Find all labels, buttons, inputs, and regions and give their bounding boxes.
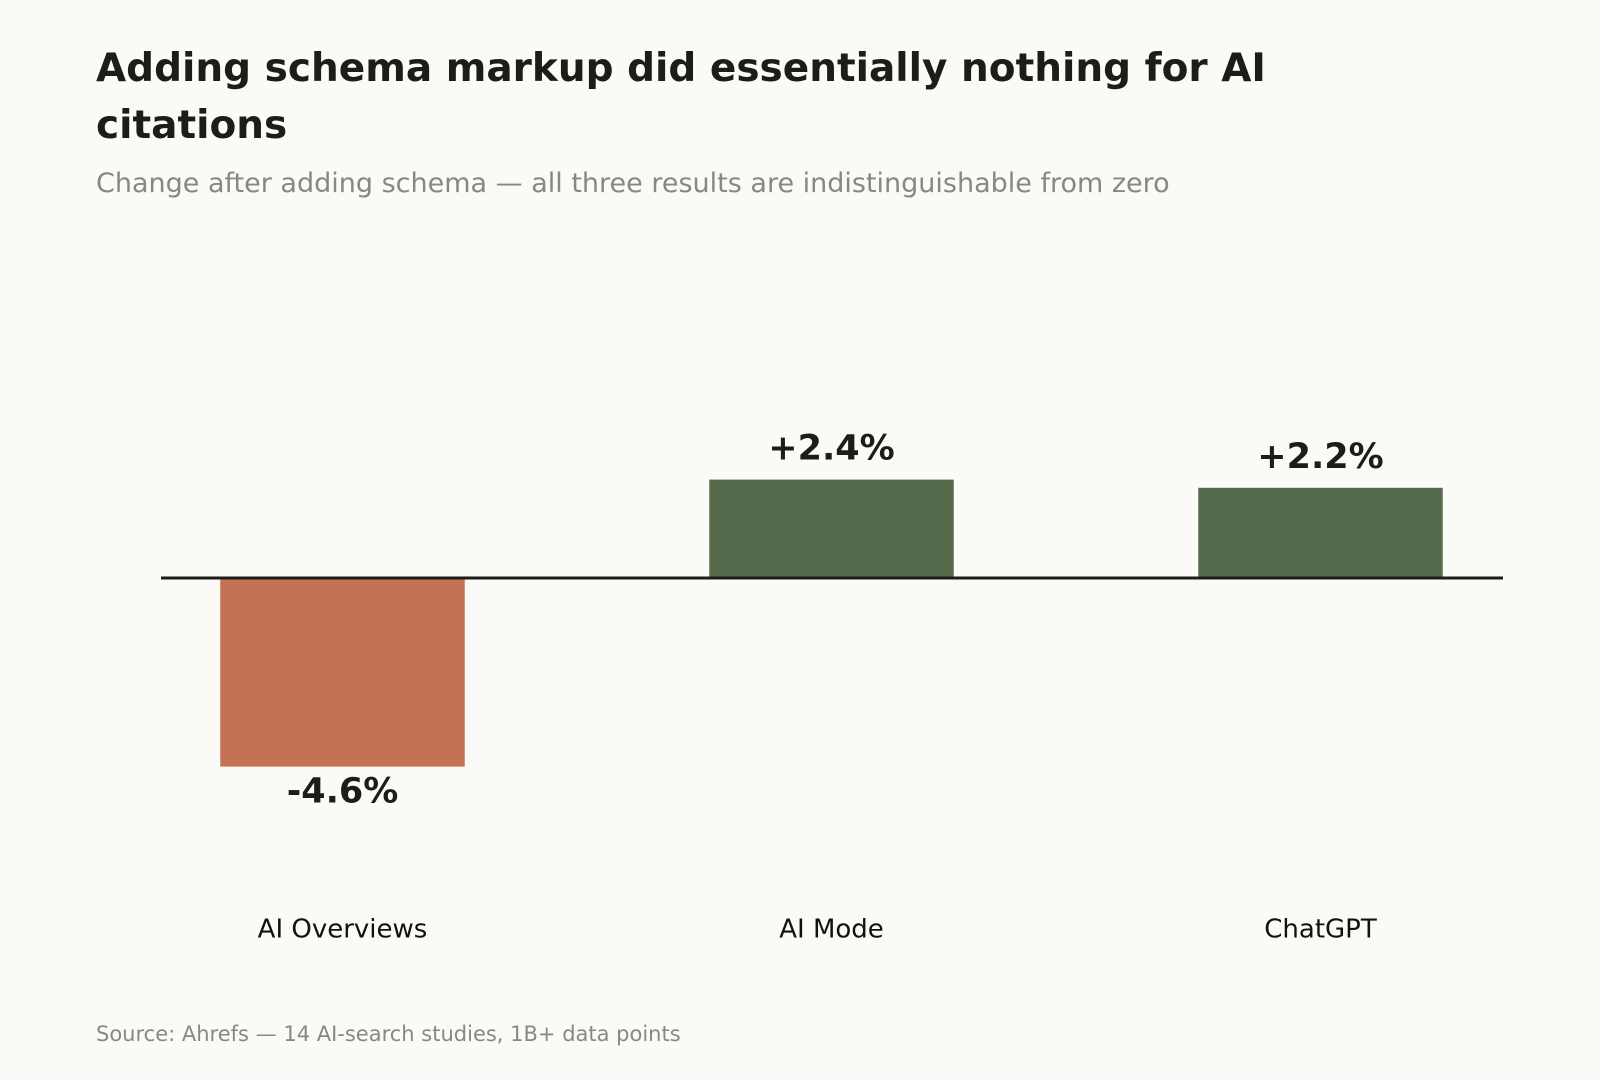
x-tick-label: AI Mode [779,915,884,945]
x-tick-label: ChatGPT [1264,915,1377,945]
bar [1198,487,1443,578]
value-label: +2.2% [1257,437,1383,477]
chart: AI Overviews -4.6% AI Mode +2.4% ChatGPT +2.2… [161,429,1503,945]
bar [709,479,954,578]
source-note: Source: Ahrefs — 14 AI-search studies, 1… [96,1022,681,1046]
chart-title: Adding schema markup did essentially not… [96,46,1266,148]
value-label: -4.6% [287,772,399,812]
chart-subtitle: Change after adding schema — all three r… [96,168,1170,199]
x-tick-label: AI Overviews [258,915,428,945]
bar [220,578,465,767]
value-label: +2.4% [768,429,894,469]
